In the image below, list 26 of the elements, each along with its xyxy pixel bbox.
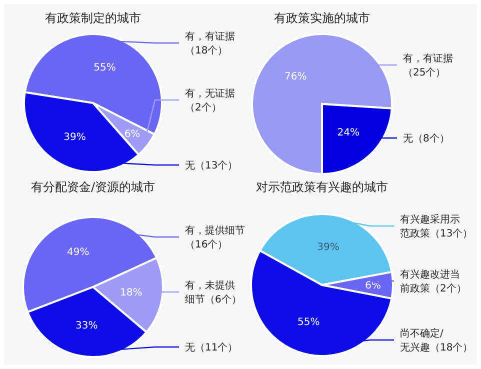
data-label: 39% — [317, 242, 340, 253]
slice-label: 尚不确定/无兴趣（18个） — [400, 328, 473, 354]
chart-title: 有政策实施的城市 — [274, 11, 370, 25]
data-label: 6% — [124, 128, 140, 140]
data-label: 39% — [64, 132, 86, 143]
slice-label: 有，有证据（18个） — [185, 30, 235, 56]
data-label: 33% — [75, 320, 98, 332]
slice-label: 无（13个） — [185, 160, 238, 172]
slice-label: 有兴趣改进当前政策（2个） — [400, 268, 466, 294]
pie-slice — [251, 33, 393, 175]
slice-label: 有兴趣采用示范政策（13个） — [400, 214, 473, 240]
data-label: 55% — [298, 317, 320, 328]
slice-label: 有，有证据（25个） — [403, 52, 453, 78]
data-label: 55% — [94, 62, 116, 74]
chart-title: 有政策制定的城市 — [45, 11, 141, 25]
chart-title: 有分配资金/资源的城市 — [30, 180, 156, 194]
data-label: 18% — [120, 288, 142, 299]
slice-label: 无（11个） — [185, 342, 238, 354]
slice-label: 有，未提供细节（6个） — [185, 280, 242, 306]
data-label: 24% — [337, 128, 360, 139]
slice-label: 无（8个） — [403, 132, 450, 144]
data-label: 49% — [66, 247, 90, 258]
slice-label: 有，提供细节（16个） — [185, 224, 245, 250]
slice-label: 有，无证据（2个） — [185, 88, 235, 114]
data-label: 76% — [284, 71, 307, 82]
chart-title: 对示范政策有兴趣的城市 — [256, 180, 388, 194]
